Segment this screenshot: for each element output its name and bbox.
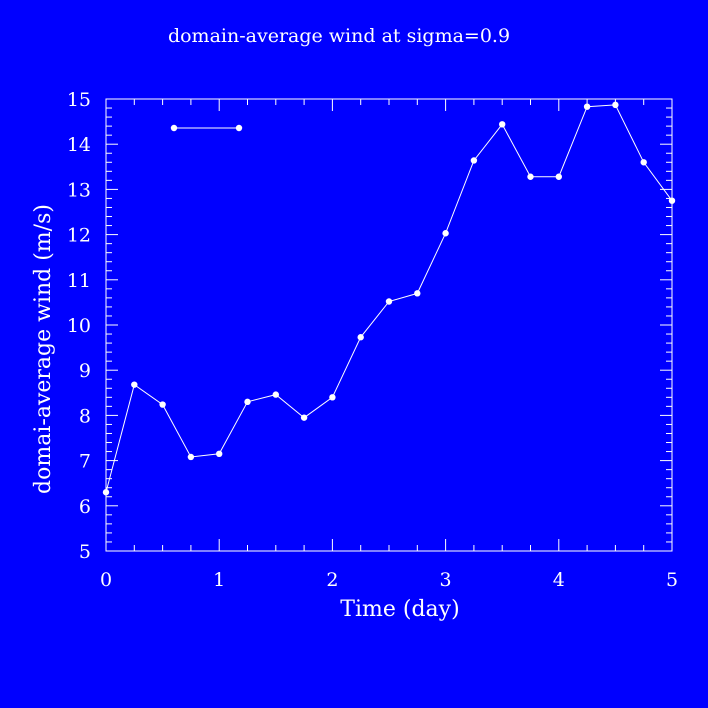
y-tick-label: 8 — [79, 405, 91, 427]
x-tick-label: 4 — [553, 569, 565, 591]
data-point — [442, 230, 449, 237]
y-tick-label: 5 — [79, 541, 91, 563]
data-point — [385, 298, 393, 305]
x-axis-label: Time (day) — [340, 597, 459, 622]
y-tick-label: 13 — [67, 179, 91, 201]
data-point — [187, 453, 195, 461]
x-tick-label: 5 — [666, 569, 678, 591]
data-point — [300, 414, 308, 421]
data-point — [499, 121, 506, 128]
data-point — [244, 398, 251, 406]
y-tick-label: 15 — [67, 89, 91, 111]
data-point — [272, 391, 279, 398]
data-point — [102, 489, 110, 496]
y-axis-label: domai-average wind (m/s) — [31, 204, 56, 494]
legend-marker — [170, 124, 178, 132]
x-tick-label: 2 — [326, 569, 338, 591]
data-point — [357, 334, 364, 341]
data-point — [131, 381, 138, 388]
y-tick-label: 7 — [79, 451, 91, 473]
x-tick-label: 1 — [213, 569, 225, 591]
y-tick-label: 10 — [67, 315, 91, 337]
chart-title: domain-average wind at sigma=0.9 — [168, 25, 510, 47]
data-point — [414, 290, 421, 297]
y-tick-label: 12 — [67, 225, 91, 247]
data-point — [216, 450, 223, 458]
data-point — [527, 173, 534, 180]
data-point — [159, 401, 166, 408]
y-tick-label: 6 — [79, 496, 91, 518]
data-point — [555, 173, 562, 180]
x-tick-label: 0 — [100, 569, 112, 591]
data-point — [668, 197, 676, 204]
legend-marker — [235, 124, 243, 132]
y-tick-label: 11 — [67, 270, 91, 292]
data-point — [612, 101, 619, 109]
y-tick-label: 14 — [67, 134, 91, 156]
plot-frame — [105, 98, 673, 552]
data-point — [640, 159, 647, 166]
x-tick-label: 3 — [440, 569, 452, 591]
y-tick-label: 9 — [79, 360, 91, 382]
data-point — [583, 103, 591, 110]
data-point — [470, 157, 478, 164]
data-point — [329, 394, 336, 401]
